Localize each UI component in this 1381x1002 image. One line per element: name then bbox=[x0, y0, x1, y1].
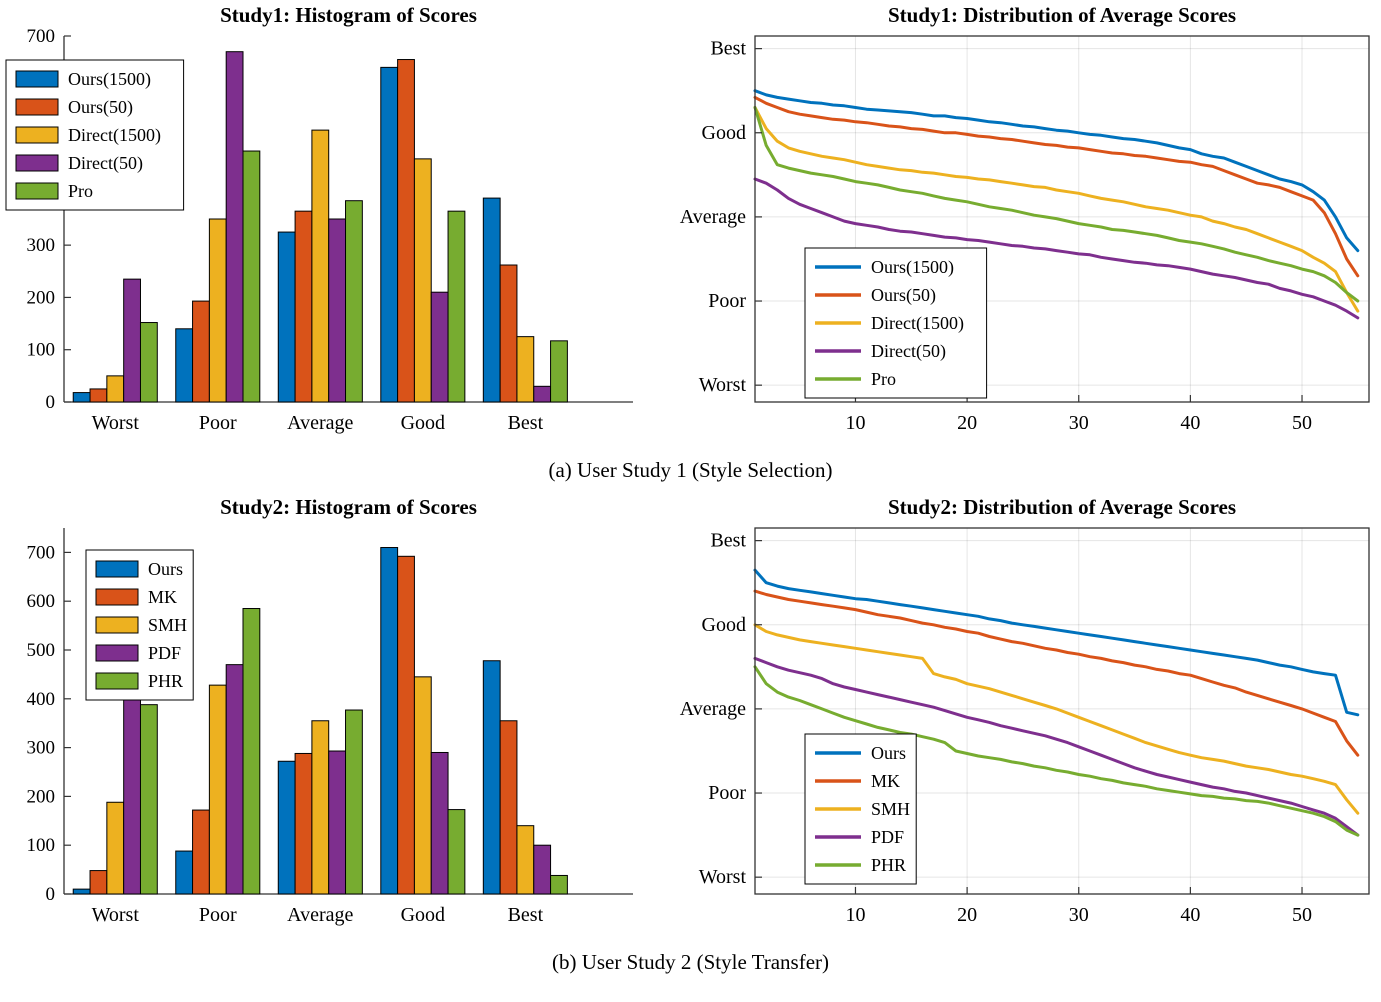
svg-text:Average: Average bbox=[287, 412, 353, 434]
svg-text:Poor: Poor bbox=[199, 904, 237, 926]
line2-svg: Study2: Distribution of Average Scores 10… bbox=[680, 495, 1370, 926]
hist2-svg: Study2: Histogram of Scores 0 100 200 300 400… bbox=[27, 495, 633, 926]
svg-text:Ours(1500): Ours(1500) bbox=[871, 257, 954, 278]
svg-text:Worst: Worst bbox=[92, 904, 140, 926]
study1-row: Study1: Histogram of Scores0100200300400… bbox=[0, 0, 1381, 452]
study2-distribution-chart: Study2: Distribution of Average Scores 10… bbox=[655, 492, 1381, 944]
svg-text:Ours: Ours bbox=[148, 559, 183, 579]
svg-text:Study1: Distribution of Averag: Study1: Distribution of Average Scores bbox=[888, 3, 1236, 27]
svg-text:700: 700 bbox=[27, 542, 56, 563]
svg-text:Best: Best bbox=[508, 904, 544, 926]
svg-text:Average: Average bbox=[287, 904, 353, 926]
svg-text:SMH: SMH bbox=[871, 799, 910, 819]
svg-text:10: 10 bbox=[845, 904, 865, 926]
hist1-svg: Study1: Histogram of Scores0100200300400… bbox=[5, 3, 633, 434]
svg-text:0: 0 bbox=[46, 392, 56, 413]
study1-histogram-chart: Study1: Histogram of Scores0100200300400… bbox=[0, 0, 655, 452]
svg-text:10: 10 bbox=[845, 412, 865, 434]
svg-text:Direct(50): Direct(50) bbox=[871, 341, 946, 362]
svg-text:Study2: Distribution of Averag: Study2: Distribution of Average Scores bbox=[888, 495, 1236, 519]
svg-text:50: 50 bbox=[1292, 412, 1312, 434]
svg-text:Ours(50): Ours(50) bbox=[871, 285, 936, 306]
svg-text:PDF: PDF bbox=[148, 643, 181, 663]
svg-text:Pro: Pro bbox=[871, 369, 896, 389]
study2-row: Study2: Histogram of Scores 0 100 200 300 400… bbox=[0, 492, 1381, 944]
svg-text:Ours(1500): Ours(1500) bbox=[68, 69, 151, 90]
study1-distribution-chart: Study1: Distribution of Average Scores 10… bbox=[655, 0, 1381, 452]
svg-text:Good: Good bbox=[401, 412, 445, 434]
svg-text:600: 600 bbox=[27, 591, 56, 612]
study2-histogram-chart: Study2: Histogram of Scores 0 100 200 300 400… bbox=[0, 492, 655, 944]
svg-text:40: 40 bbox=[1180, 904, 1200, 926]
svg-text:Direct(50): Direct(50) bbox=[68, 153, 143, 174]
svg-text:Worst: Worst bbox=[699, 374, 747, 396]
svg-text:300: 300 bbox=[27, 738, 56, 759]
svg-text:SMH: SMH bbox=[148, 615, 187, 635]
caption-study1: (a) User Study 1 (Style Selection) bbox=[548, 458, 833, 482]
svg-text:Good: Good bbox=[702, 122, 746, 144]
svg-text:MK: MK bbox=[871, 771, 900, 791]
svg-text:500: 500 bbox=[27, 640, 56, 661]
svg-text:Poor: Poor bbox=[708, 782, 746, 804]
svg-text:Ours(50): Ours(50) bbox=[68, 97, 133, 118]
svg-text:Pro: Pro bbox=[68, 181, 93, 201]
svg-text:30: 30 bbox=[1069, 412, 1089, 434]
svg-text:PHR: PHR bbox=[148, 671, 183, 691]
caption-study2: (b) User Study 2 (Style Transfer) bbox=[551, 950, 830, 974]
svg-text:Average: Average bbox=[680, 206, 746, 228]
svg-text:Best: Best bbox=[710, 530, 746, 552]
svg-text:PDF: PDF bbox=[871, 827, 904, 847]
svg-text:300: 300 bbox=[27, 235, 56, 256]
svg-text:0: 0 bbox=[46, 884, 56, 905]
svg-text:PHR: PHR bbox=[871, 855, 906, 875]
line1-svg: Study1: Distribution of Average Scores 10… bbox=[680, 3, 1370, 434]
svg-text:Good: Good bbox=[401, 904, 445, 926]
svg-text:20: 20 bbox=[957, 412, 977, 434]
svg-text:Best: Best bbox=[710, 38, 746, 60]
svg-text:200: 200 bbox=[27, 287, 56, 308]
svg-text:20: 20 bbox=[957, 904, 977, 926]
svg-text:700: 700 bbox=[27, 26, 56, 47]
svg-text:Worst: Worst bbox=[92, 412, 140, 434]
svg-text:200: 200 bbox=[27, 786, 56, 807]
svg-text:MK: MK bbox=[148, 587, 177, 607]
svg-text:100: 100 bbox=[27, 340, 56, 361]
svg-text:100: 100 bbox=[27, 835, 56, 856]
svg-text:Best: Best bbox=[508, 412, 544, 434]
svg-text:Worst: Worst bbox=[699, 866, 747, 888]
svg-text:Ours: Ours bbox=[871, 743, 906, 763]
svg-text:Study2: Histogram of Scores: Study2: Histogram of Scores bbox=[220, 495, 477, 519]
svg-text:30: 30 bbox=[1069, 904, 1089, 926]
svg-text:Average: Average bbox=[680, 698, 746, 720]
svg-text:Poor: Poor bbox=[708, 290, 746, 312]
svg-text:Study1: Histogram of Scores: Study1: Histogram of Scores bbox=[220, 3, 477, 27]
svg-text:Direct(1500): Direct(1500) bbox=[68, 125, 161, 146]
svg-text:Poor: Poor bbox=[199, 412, 237, 434]
svg-text:Direct(1500): Direct(1500) bbox=[871, 313, 964, 334]
svg-text:Good: Good bbox=[702, 614, 746, 636]
svg-text:40: 40 bbox=[1180, 412, 1200, 434]
svg-text:400: 400 bbox=[27, 689, 56, 710]
svg-text:50: 50 bbox=[1292, 904, 1312, 926]
